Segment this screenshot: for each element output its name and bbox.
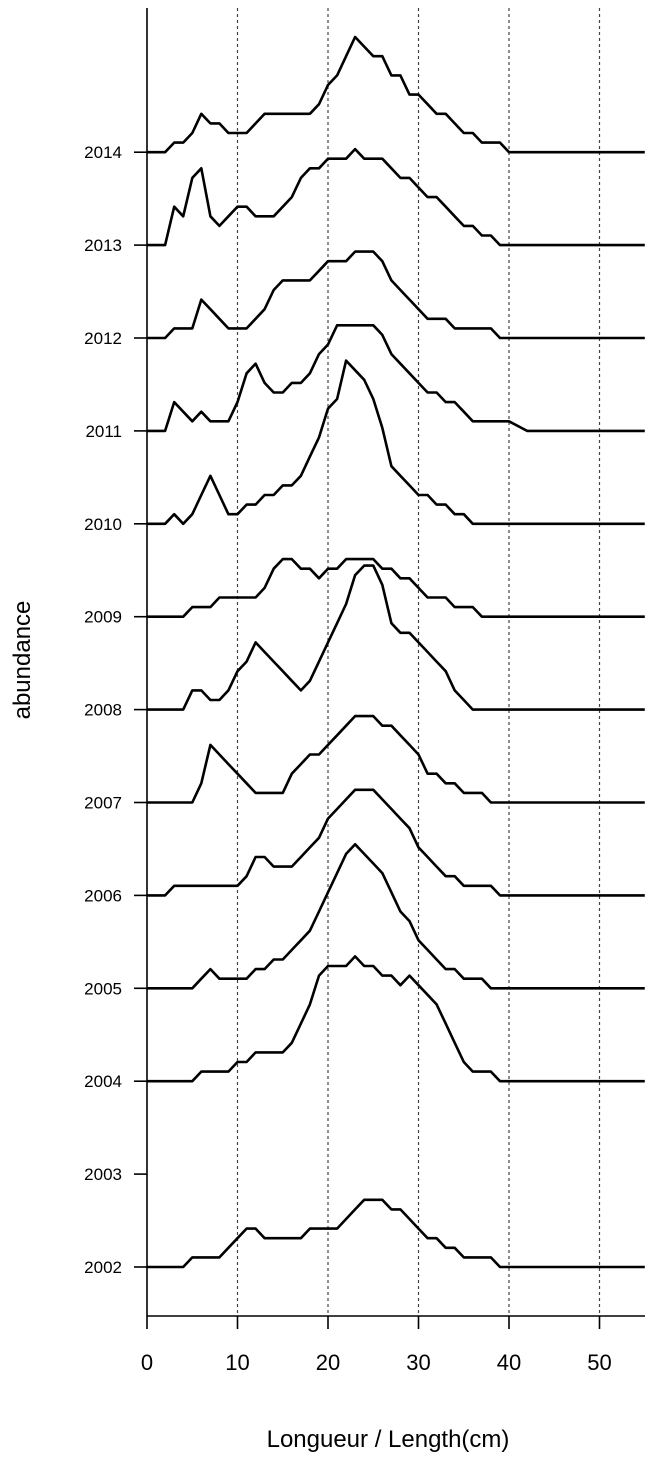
y-tick-label: 2007 (84, 794, 122, 813)
y-tick-label: 2008 (84, 701, 122, 720)
x-tick-label: 0 (141, 1350, 153, 1375)
x-axis-label: Longueur / Length(cm) (267, 1426, 510, 1453)
series-line-2009 (147, 557, 645, 619)
y-tick-label: 2013 (84, 236, 122, 255)
series-line-2010 (147, 359, 645, 526)
series-line-2008 (147, 564, 645, 711)
y-tick-label: 2003 (84, 1165, 122, 1184)
series-line-2013 (147, 147, 645, 247)
series-line-2006 (147, 788, 645, 897)
series-line-2005 (147, 842, 645, 990)
y-tick-label: 2012 (84, 329, 122, 348)
x-tick-label: 30 (406, 1350, 430, 1375)
y-tick-label: 2009 (84, 608, 122, 627)
axes (146, 8, 645, 1317)
year-ticks: 2002 2003 2004 2005 2006 2007 2008 2009 2010 2011… (84, 143, 147, 1277)
series-line-2012 (147, 250, 645, 340)
y-tick-label: 2014 (84, 143, 122, 162)
y-tick-label: 2006 (84, 886, 122, 905)
series-line-2002 (147, 1198, 645, 1269)
x-tick-label: 10 (225, 1350, 249, 1375)
series-line-2004 (147, 955, 645, 1083)
y-tick-label: 2010 (84, 515, 122, 534)
x-tick-label: 50 (587, 1350, 611, 1375)
series-line-2014 (147, 35, 645, 154)
y-tick-label: 2011 (85, 422, 122, 441)
series-lines (147, 35, 645, 1269)
vertical-gridlines (236, 8, 601, 1316)
y-tick-label: 2002 (84, 1258, 122, 1277)
x-ticks: 0 10 20 30 40 50 (141, 1316, 612, 1375)
y-tick-label: 2004 (84, 1072, 122, 1091)
series-line-2011 (147, 323, 645, 433)
y-axis-label: abundance (9, 601, 36, 720)
y-tick-label: 2005 (84, 979, 122, 998)
x-tick-label: 20 (316, 1350, 340, 1375)
series-line-2007 (147, 714, 645, 804)
x-tick-label: 40 (497, 1350, 521, 1375)
